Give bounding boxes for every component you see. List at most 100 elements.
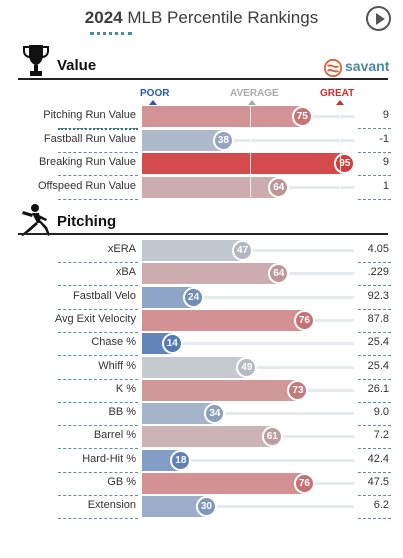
metric-row: BB % 34 9.0 [0,403,403,425]
row-divider [58,308,138,310]
metric-label: Hard-Hit % [82,452,136,465]
play-button[interactable] [366,6,391,31]
percentile-track [149,295,354,299]
row-divider [58,448,138,450]
metric-label: xERA [107,243,136,255]
row-divider [358,495,391,496]
percentile-circle[interactable]: 76 [293,309,315,331]
title-text: MLB Percentile Rankings [127,8,319,27]
metric-value: 87.8 [367,312,389,325]
percentile-bar [142,129,223,151]
metric-value: 92.3 [367,289,389,302]
percentile-bar [142,356,247,378]
percentile-bar [142,309,304,331]
savant-brand[interactable]: savant [345,58,390,74]
percentile-circle[interactable]: 49 [236,356,258,378]
percentile-bar [142,286,194,308]
metric-value: .229 [367,266,389,279]
scale-guide-line [340,106,341,197]
metric-label: GB % [107,476,136,488]
metric-value: -1 [379,132,389,145]
metric-row: Chase % 14 25.4 [0,333,403,355]
row-divider [58,355,138,357]
metric-value: 25.4 [367,359,389,372]
metric-label: Barrel % [93,429,136,442]
row-divider [58,401,138,403]
row-divider [58,331,138,333]
metric-label: Breaking Run Value [38,156,136,168]
metric-label: Avg Exit Velocity [54,312,136,325]
metric-row: Offspeed Run Value 64 1 [0,176,403,198]
percentile-circle[interactable]: 24 [183,286,205,308]
scale-great-label: GREAT [320,88,355,99]
percentile-circle[interactable]: 38 [212,129,234,151]
metric-row: Barrel % 61 7.2 [0,426,403,448]
metric-label: Extension [87,499,136,512]
percentile-circle[interactable]: 61 [261,426,283,448]
percentile-circle[interactable]: 34 [204,403,226,425]
metric-value: 1 [382,179,389,192]
row-divider [58,285,138,287]
percentile-bar [142,263,279,285]
metric-label: Whiff % [98,359,136,372]
percentile-track [149,342,354,346]
row-divider [58,175,138,176]
row-divider [358,471,391,473]
metric-row: Pitching Run Value 75 9 [0,106,403,127]
percentile-circle[interactable]: 47 [232,240,254,261]
metric-label: xBA [115,266,136,279]
metric-value: 9 [382,156,389,168]
scale-average-label: AVERAGE [230,88,279,99]
metric-label: Fastball Run Value [43,132,136,145]
row-divider [358,518,391,520]
percentile-circle[interactable]: 64 [268,176,290,198]
metric-value: 6.2 [373,499,389,512]
percentile-bar [142,176,279,198]
scale-poor-label: POOR [140,88,170,99]
row-divider [358,198,391,200]
metric-row: Extension 30 6.2 [0,496,403,518]
percentile-track [149,505,354,509]
percentile-track [149,458,354,462]
metric-value: 25.4 [367,336,389,349]
scale-guide-line [250,106,251,197]
percentile-circle[interactable]: 18 [170,449,192,471]
metric-row: Fastball Run Value 38 -1 [0,129,403,151]
percentile-bar [142,379,298,401]
row-divider [358,128,391,129]
percentile-circle[interactable]: 73 [287,379,309,401]
percentile-track [149,412,354,416]
percentile-bar [142,496,206,518]
percentile-bar [142,153,345,174]
percentile-circle[interactable]: 95 [334,153,356,174]
metric-value: 47.5 [367,476,389,488]
percentile-circle[interactable]: 30 [195,496,217,518]
pitching-section-rule [18,233,388,235]
scale-average-arrow [248,100,256,105]
metric-value: 42.4 [367,452,389,465]
metric-row: Fastball Velo 24 92.3 [0,286,403,308]
percentile-circle[interactable]: 14 [161,333,183,355]
metric-value: 4.05 [367,243,389,255]
page-title: 2024 MLB Percentile Rankings [0,8,403,28]
metric-label: BB % [108,406,136,419]
value-section-title: Value [57,57,97,74]
row-divider [358,308,391,310]
percentile-circle[interactable]: 76 [293,473,315,494]
metric-row: Breaking Run Value 95 9 [0,153,403,174]
row-divider [358,401,391,403]
percentile-bar [142,403,215,425]
row-divider [58,262,138,263]
metric-value: 9 [382,109,389,121]
percentile-circle[interactable]: 75 [291,106,313,127]
play-icon [376,13,385,25]
percentile-bar [142,106,302,127]
row-divider [58,471,138,473]
scale-great-arrow [336,100,344,105]
metric-label: Chase % [91,336,136,349]
value-section-rule [18,78,388,80]
pitcher-icon [21,204,50,236]
metric-row: Avg Exit Velocity 76 87.8 [0,309,403,331]
percentile-bar [142,426,272,448]
percentile-circle[interactable]: 64 [268,263,290,285]
